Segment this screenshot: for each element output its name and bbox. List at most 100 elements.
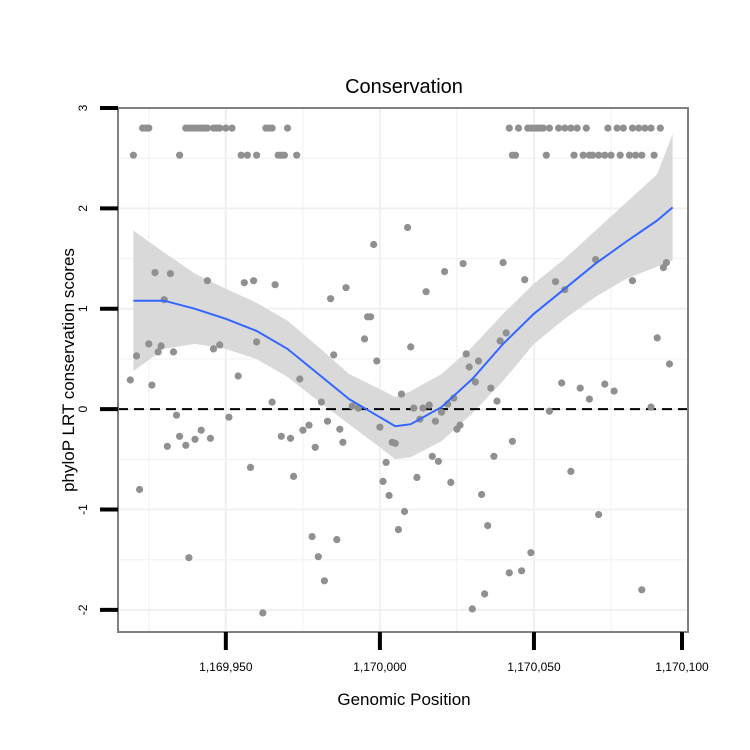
data-point — [447, 478, 455, 486]
data-point — [126, 376, 134, 384]
y-tick-label: 2 — [76, 205, 90, 212]
data-point — [628, 277, 637, 285]
data-point — [129, 151, 137, 159]
data-point — [545, 124, 554, 132]
data-point — [240, 279, 248, 287]
data-point — [459, 260, 467, 268]
data-point — [499, 259, 507, 267]
data-point — [514, 124, 523, 132]
data-point — [493, 397, 501, 405]
data-point — [487, 384, 495, 392]
data-point — [293, 151, 301, 159]
data-point — [333, 536, 341, 544]
grid-lines — [118, 107, 689, 632]
confidence-ribbon — [133, 134, 673, 460]
data-point — [616, 151, 624, 159]
data-point — [579, 151, 587, 159]
data-point — [132, 352, 141, 360]
y-tick-label: 1 — [76, 305, 90, 312]
data-point — [197, 426, 205, 434]
data-point — [157, 342, 165, 350]
data-point — [283, 124, 292, 132]
data-point — [305, 421, 313, 429]
data-point — [163, 442, 171, 450]
data-point — [650, 151, 658, 159]
data-point — [641, 124, 649, 132]
data-point — [413, 473, 421, 481]
data-point — [136, 485, 144, 494]
data-point — [619, 124, 627, 132]
data-point — [148, 381, 156, 389]
data-point — [653, 334, 661, 342]
data-point — [404, 223, 412, 232]
y-tick-label: -1 — [76, 504, 90, 515]
x-tick-label: 1,170,100 — [655, 660, 709, 674]
panel-border — [117, 107, 689, 633]
data-point — [237, 151, 245, 159]
data-point — [182, 441, 190, 449]
data-point — [342, 284, 350, 292]
data-point — [490, 452, 498, 460]
y-tick-label: 3 — [76, 104, 90, 111]
smooth-line — [133, 206, 674, 428]
data-point — [632, 151, 640, 159]
data-point — [610, 387, 618, 395]
data-point — [320, 577, 328, 585]
data-point — [662, 259, 671, 267]
data-point — [585, 395, 594, 403]
data-point — [647, 124, 655, 132]
data-point — [308, 533, 316, 541]
data-point — [518, 567, 526, 575]
data-point — [271, 281, 279, 289]
data-point — [370, 240, 378, 249]
data-point — [176, 432, 184, 440]
data-point — [496, 337, 504, 345]
y-tick-label: -2 — [76, 604, 90, 615]
data-point — [441, 268, 449, 276]
data-point — [551, 278, 560, 286]
y-axis: -2 -1 0 1 2 3 — [76, 104, 118, 615]
data-point — [385, 491, 393, 500]
data-point — [250, 277, 258, 285]
data-point — [425, 401, 433, 409]
data-point — [428, 452, 436, 460]
data-point — [222, 124, 230, 132]
data-point — [437, 408, 446, 416]
data-points — [126, 124, 674, 617]
data-point — [203, 124, 211, 132]
data-point — [314, 553, 322, 561]
data-point — [545, 407, 554, 415]
data-point — [166, 270, 174, 278]
data-point — [311, 443, 319, 451]
data-point — [573, 124, 581, 132]
data-point — [665, 360, 674, 368]
data-point — [290, 472, 298, 480]
data-point — [280, 151, 288, 159]
data-point — [410, 404, 418, 412]
data-point — [151, 269, 159, 277]
data-point — [613, 124, 621, 132]
data-point — [478, 490, 486, 499]
data-point — [268, 124, 276, 132]
data-point — [567, 467, 575, 475]
x-axis: 1,169,950 1,170,000 1,170,050 1,170,100 — [199, 632, 709, 674]
data-point — [391, 439, 399, 447]
data-point — [234, 372, 242, 380]
data-point — [625, 151, 634, 159]
data-point — [339, 438, 347, 446]
data-point — [465, 363, 473, 371]
data-point — [656, 124, 664, 132]
data-point — [576, 384, 584, 392]
data-point — [595, 510, 603, 519]
chart-title: Conservation — [345, 76, 463, 98]
data-point — [607, 151, 615, 159]
data-point — [191, 435, 199, 443]
data-point — [336, 425, 344, 433]
y-axis-label: phyloP LRT conservation scores — [59, 248, 78, 492]
data-point — [561, 124, 569, 132]
data-point — [474, 357, 483, 365]
data-point — [595, 151, 603, 159]
data-point — [296, 375, 304, 383]
data-point — [323, 417, 332, 425]
